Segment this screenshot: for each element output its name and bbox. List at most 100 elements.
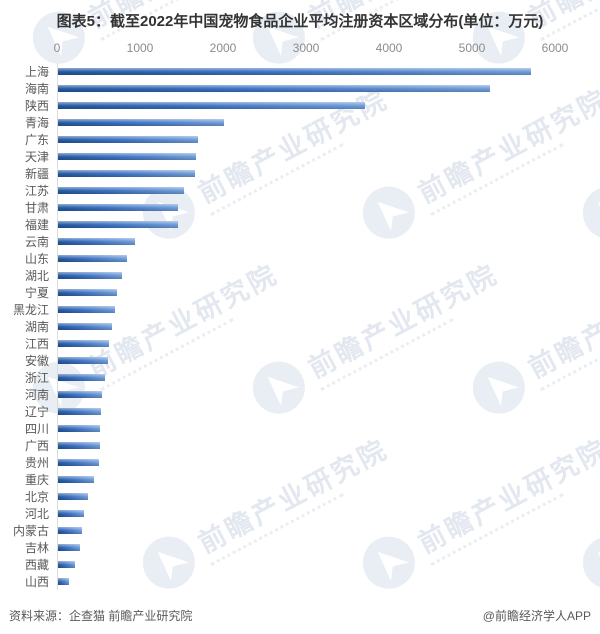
x-axis-tick: 4000: [375, 41, 403, 55]
bar: [58, 153, 196, 160]
bar: [58, 68, 532, 75]
category-label: 山东: [24, 251, 49, 266]
bar: [58, 374, 106, 381]
x-axis-tick: 0: [53, 41, 61, 55]
chart-row: 西藏: [0, 556, 600, 573]
category-label: 浙江: [24, 370, 49, 385]
bar: [58, 221, 178, 228]
category-label: 广西: [24, 438, 49, 453]
bar-track: [57, 182, 556, 199]
chart-row: 山西: [0, 573, 600, 590]
category-label: 上海: [24, 64, 49, 79]
bar: [58, 238, 136, 245]
category-label: 贵州: [24, 455, 49, 470]
category-label: 河南: [24, 387, 49, 402]
chart-row: 江苏: [0, 182, 600, 199]
chart-row: 北京: [0, 488, 600, 505]
chart-row: 广东: [0, 131, 600, 148]
category-label: 海南: [24, 81, 49, 96]
bar-track: [57, 539, 556, 556]
category-label: 辽宁: [24, 404, 49, 419]
bar: [58, 544, 80, 551]
bar: [58, 289, 117, 296]
category-label: 山西: [24, 574, 49, 589]
bar-track: [57, 318, 556, 335]
bar: [58, 561, 75, 568]
bar-track: [57, 369, 556, 386]
bar-track: [57, 148, 556, 165]
bar-chart: 0 1000 2000 3000 4000 5000 6000 上海海南陕西 青海 广东天津 新疆…: [0, 41, 600, 590]
chart-row: 重庆: [0, 471, 600, 488]
chart-row: 浙江: [0, 369, 600, 386]
bar-track: [57, 267, 556, 284]
bar-track: [57, 352, 556, 369]
bar: [58, 391, 102, 398]
bar-track: [57, 250, 556, 267]
chart-row: 贵州: [0, 454, 600, 471]
x-axis-tick: 6000: [541, 41, 569, 55]
bar: [58, 510, 84, 517]
x-axis-tick: 1000: [126, 41, 154, 55]
bar-track: [57, 573, 556, 590]
bar-track: [57, 437, 556, 454]
chart-title: 图表5：截至2022年中国宠物食品企业平均注册资本区域分布(单位：万元): [56, 13, 544, 30]
category-label: 陕西: [24, 98, 49, 113]
chart-row: 四川: [0, 420, 600, 437]
x-axis: 0 1000 2000 3000 4000 5000 6000: [53, 41, 569, 57]
category-label: 重庆: [24, 472, 49, 487]
bar-track: [57, 199, 556, 216]
chart-row: 青海: [0, 114, 600, 131]
chart-row: 辽宁: [0, 403, 600, 420]
category-label: 内蒙古: [12, 523, 49, 538]
category-label: 天津: [24, 149, 49, 164]
category-label: 湖南: [24, 319, 49, 334]
chart-row: 天津: [0, 148, 600, 165]
bar: [58, 170, 195, 177]
category-label: 江西: [24, 336, 49, 351]
bar: [58, 255, 127, 262]
bar-track: [57, 165, 556, 182]
bar: [58, 425, 101, 432]
bar-track: [57, 301, 556, 318]
bar: [58, 493, 88, 500]
category-label: 吉林: [24, 540, 49, 555]
chart-row: 江西: [0, 335, 600, 352]
credit-note: @前瞻经济学人APP: [482, 609, 591, 623]
x-axis-tick: 5000: [458, 41, 486, 55]
category-label: 云南: [24, 234, 49, 249]
chart-row: 吉林: [0, 539, 600, 556]
category-label: 福建: [24, 217, 49, 232]
bar-track: [57, 80, 556, 97]
category-label: 四川: [24, 421, 49, 436]
bar: [58, 578, 69, 585]
bar: [58, 476, 94, 483]
bar: [58, 306, 116, 313]
bar: [58, 408, 102, 415]
category-label: 西藏: [24, 557, 49, 572]
bar-track: [57, 131, 556, 148]
bar-track: [57, 556, 556, 573]
bar-track: [57, 471, 556, 488]
chart-row: 湖南: [0, 318, 600, 335]
x-axis-tick: 2000: [209, 41, 237, 55]
bar: [58, 119, 224, 126]
chart-row: 新疆: [0, 165, 600, 182]
bar-track: [57, 386, 556, 403]
bar-track: [57, 522, 556, 539]
bar-track: [57, 505, 556, 522]
x-axis-tick: 3000: [292, 41, 320, 55]
chart-row: 黑龙江: [0, 301, 600, 318]
chart-row: 河南: [0, 386, 600, 403]
category-label: 安徽: [24, 353, 49, 368]
bar-track: [57, 97, 556, 114]
bar: [58, 136, 199, 143]
bar-track: [57, 114, 556, 131]
category-label: 宁夏: [24, 285, 49, 300]
bar-track: [57, 233, 556, 250]
bar: [58, 323, 112, 330]
chart-row: 安徽: [0, 352, 600, 369]
bar-track: [57, 63, 556, 80]
category-label: 广东: [24, 132, 49, 147]
source-note: 资料来源：企查猫 前瞻产业研究院: [9, 609, 193, 623]
